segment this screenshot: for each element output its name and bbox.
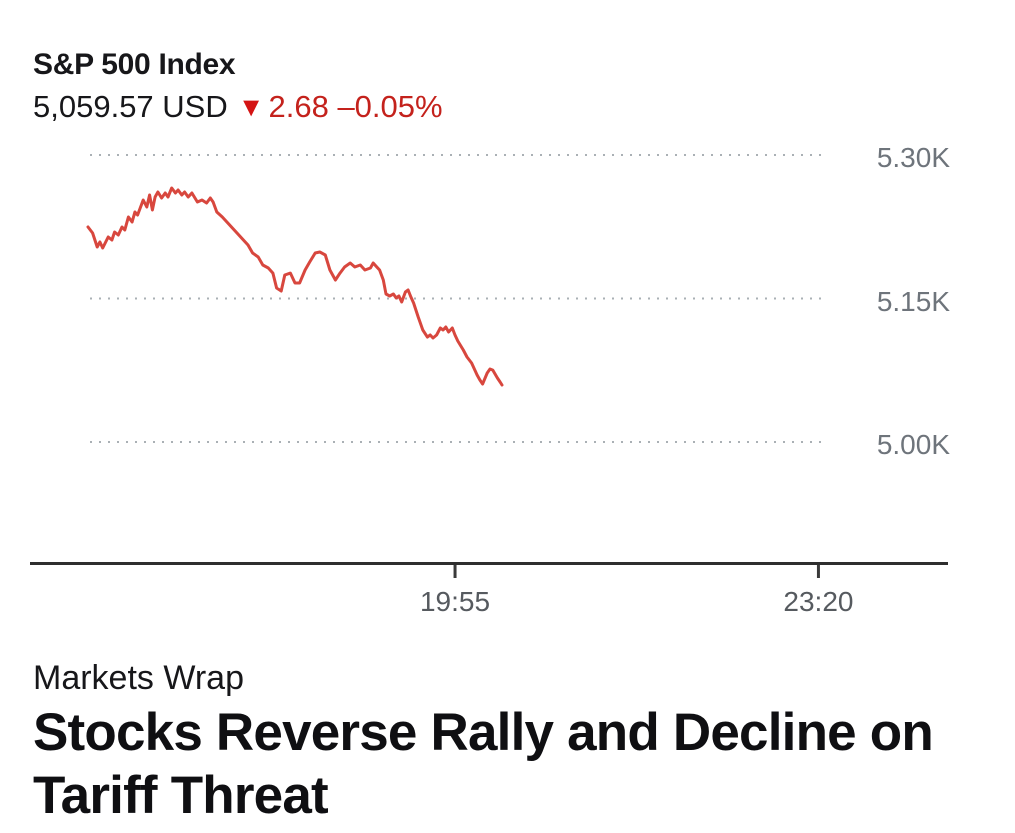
chart-header: S&P 500 Index 5,059.57 USD ▼ 2.68 –0.05% bbox=[33, 48, 443, 124]
price-value: 5,059.57 USD bbox=[33, 89, 228, 124]
x-axis-label-2320: 23:20 bbox=[783, 586, 854, 617]
article-eyebrow: Markets Wrap bbox=[33, 659, 244, 697]
article-headline[interactable]: Stocks Reverse Rally and Decline on Tarif… bbox=[33, 702, 983, 827]
y-axis-label-low: 5.00K bbox=[876, 429, 950, 460]
y-axis-label-high: 5.30K bbox=[876, 142, 950, 173]
headline-line-2: Tariff Threat bbox=[33, 765, 329, 825]
price-row: 5,059.57 USD ▼ 2.68 –0.05% bbox=[33, 89, 443, 124]
down-triangle-icon: ▼ bbox=[237, 92, 265, 122]
change-value: 2.68 bbox=[268, 89, 329, 124]
price-chart[interactable] bbox=[0, 0, 1015, 640]
headline-line-1: Stocks Reverse Rally and Decline on bbox=[33, 703, 934, 762]
chart-title: S&P 500 Index bbox=[33, 48, 236, 81]
change-percent: –0.05% bbox=[337, 89, 443, 124]
y-axis-label-mid: 5.15K bbox=[876, 285, 950, 317]
x-axis-label-1955: 19:55 bbox=[419, 586, 491, 617]
